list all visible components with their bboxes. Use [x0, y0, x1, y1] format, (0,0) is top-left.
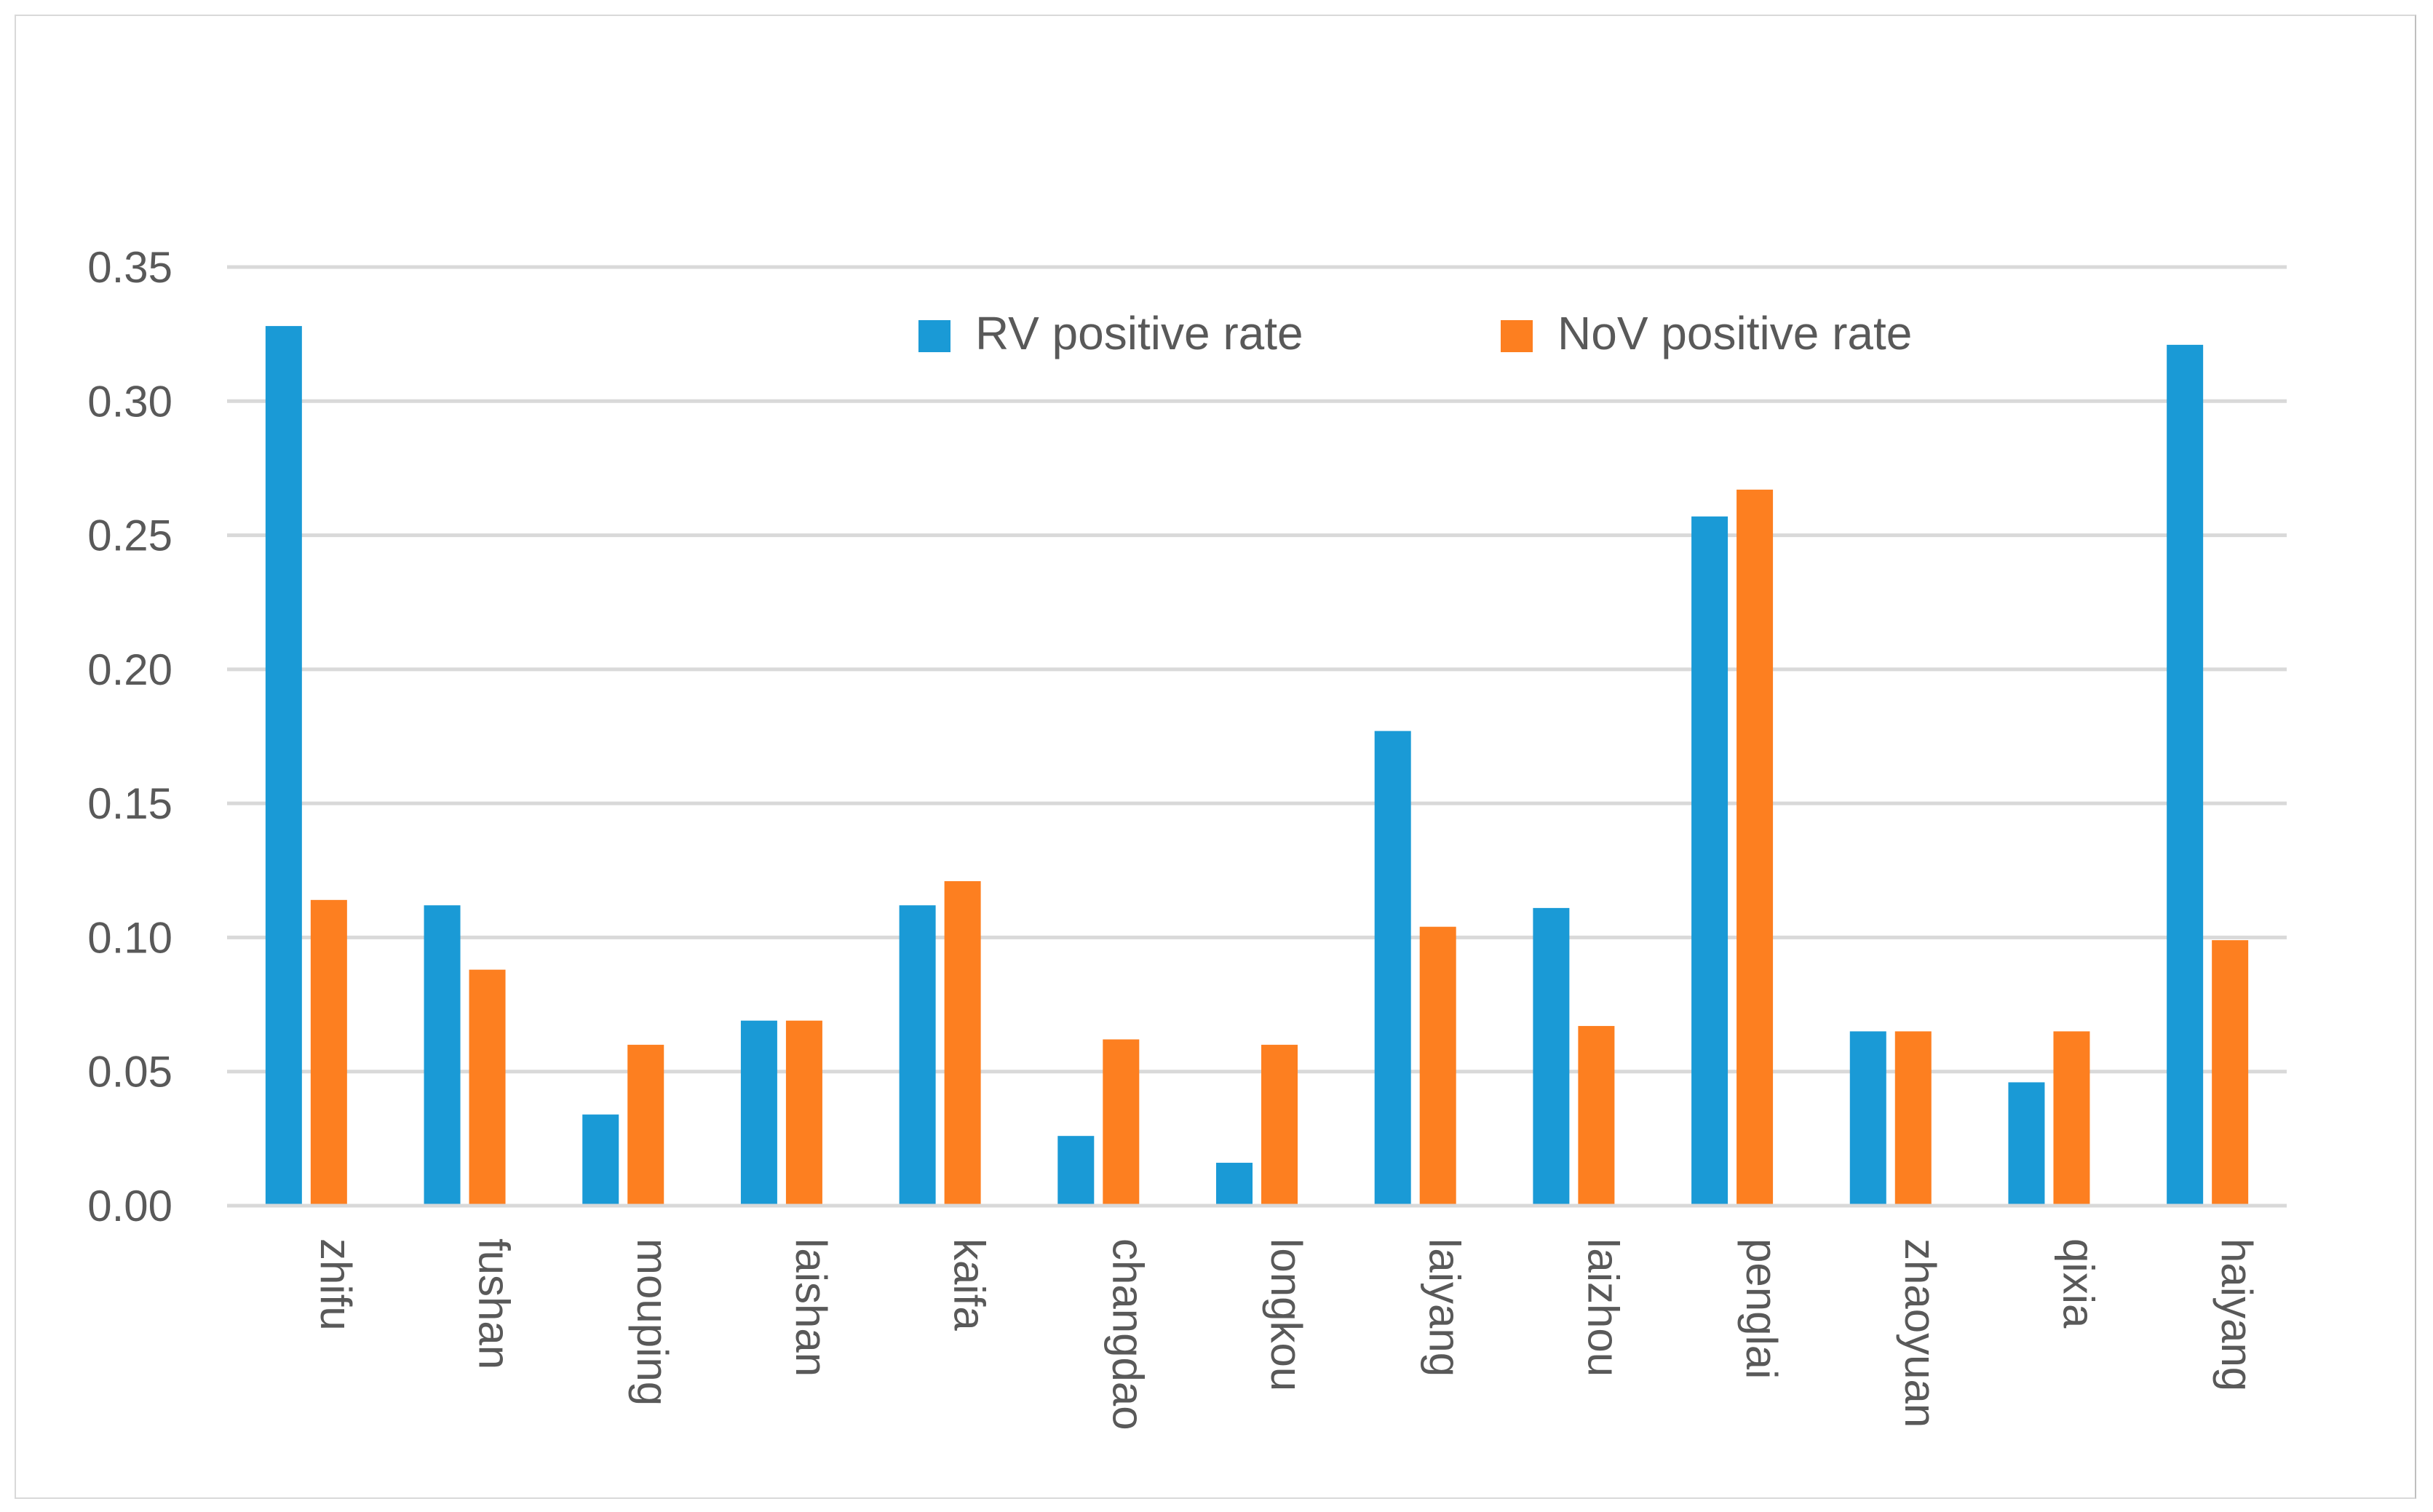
y-tick-label: 0.35: [87, 243, 172, 292]
bar-rv-penglai: [1691, 516, 1728, 1206]
x-category-label: kaifa: [945, 1238, 994, 1331]
legend-label: NoV positive rate: [1557, 307, 1912, 359]
legend-swatch: [1501, 320, 1533, 352]
bar-nov-changdao: [1103, 1039, 1140, 1206]
bar-nov-longkou: [1261, 1044, 1298, 1206]
bar-chart: 0.00 0.05 0.10 0.15 0.20 0.25 0.30 0.35 zhifu fu…: [87, 243, 2287, 1431]
y-tick-label: 0.25: [87, 512, 172, 560]
x-category-label: fushan: [470, 1238, 519, 1369]
x-axis-category-labels: zhifu fushan mouping laishan kaifa changdao lo…: [311, 1238, 2261, 1431]
bar-rv-laishan: [740, 1020, 777, 1206]
bar-rv-mouping: [582, 1114, 619, 1206]
x-category-label: zhifu: [311, 1238, 360, 1331]
bar-rv-zhifu: [265, 326, 302, 1206]
x-category-label: qixia: [2054, 1238, 2103, 1329]
x-category-label: longkou: [1262, 1238, 1311, 1391]
legend-label: RV positive rate: [975, 307, 1303, 359]
y-tick-label: 0.20: [87, 645, 172, 694]
bar-nov-laishan: [785, 1020, 822, 1206]
bar-nov-fushan: [469, 969, 506, 1206]
x-category-label: haiyang: [2212, 1238, 2261, 1391]
x-category-label: mouping: [628, 1238, 677, 1406]
bar-nov-mouping: [627, 1044, 664, 1206]
bar-rv-longkou: [1216, 1163, 1253, 1206]
legend-swatch: [918, 320, 950, 352]
bar-nov-zhaoyuan: [1894, 1031, 1932, 1206]
legend: RV positive rate NoV positive rate: [918, 307, 1912, 359]
bar-rv-laizhou: [1533, 907, 1570, 1206]
bar-nov-laiyang: [1419, 926, 1456, 1206]
gridlines: [227, 265, 2287, 1074]
y-axis-tick-labels: 0.00 0.05 0.10 0.15 0.20 0.25 0.30 0.35: [87, 243, 172, 1230]
bar-nov-qixia: [2053, 1031, 2090, 1206]
y-tick-label: 0.05: [87, 1048, 172, 1097]
bar-rv-fushan: [424, 905, 461, 1206]
y-tick-label: 0.10: [87, 913, 172, 962]
bar-rv-haiyang: [2167, 344, 2204, 1206]
bar-nov-laizhou: [1578, 1026, 1615, 1206]
x-category-label: laishan: [787, 1238, 836, 1377]
bars: [265, 326, 2249, 1206]
chart-frame: 0.00 0.05 0.10 0.15 0.20 0.25 0.30 0.35 zhifu fu…: [15, 15, 2416, 1499]
x-category-label: laizhou: [1579, 1238, 1627, 1377]
y-tick-label: 0.30: [87, 377, 172, 426]
y-tick-label: 0.00: [87, 1182, 172, 1230]
x-category-label: penglai: [1737, 1238, 1786, 1380]
bar-nov-zhifu: [310, 899, 347, 1206]
y-tick-label: 0.15: [87, 779, 172, 828]
bar-rv-qixia: [2008, 1082, 2045, 1206]
x-category-label: laiyang: [1421, 1238, 1469, 1377]
bar-nov-haiyang: [2212, 940, 2249, 1206]
bar-rv-changdao: [1057, 1136, 1095, 1206]
bar-nov-penglai: [1737, 489, 1774, 1206]
bar-nov-kaifa: [944, 881, 981, 1206]
bar-rv-zhaoyuan: [1849, 1031, 1886, 1206]
bar-rv-kaifa: [899, 905, 936, 1206]
x-category-label: changdao: [1103, 1238, 1152, 1431]
bar-rv-laiyang: [1374, 731, 1411, 1206]
x-category-label: zhaoyuan: [1896, 1238, 1945, 1428]
